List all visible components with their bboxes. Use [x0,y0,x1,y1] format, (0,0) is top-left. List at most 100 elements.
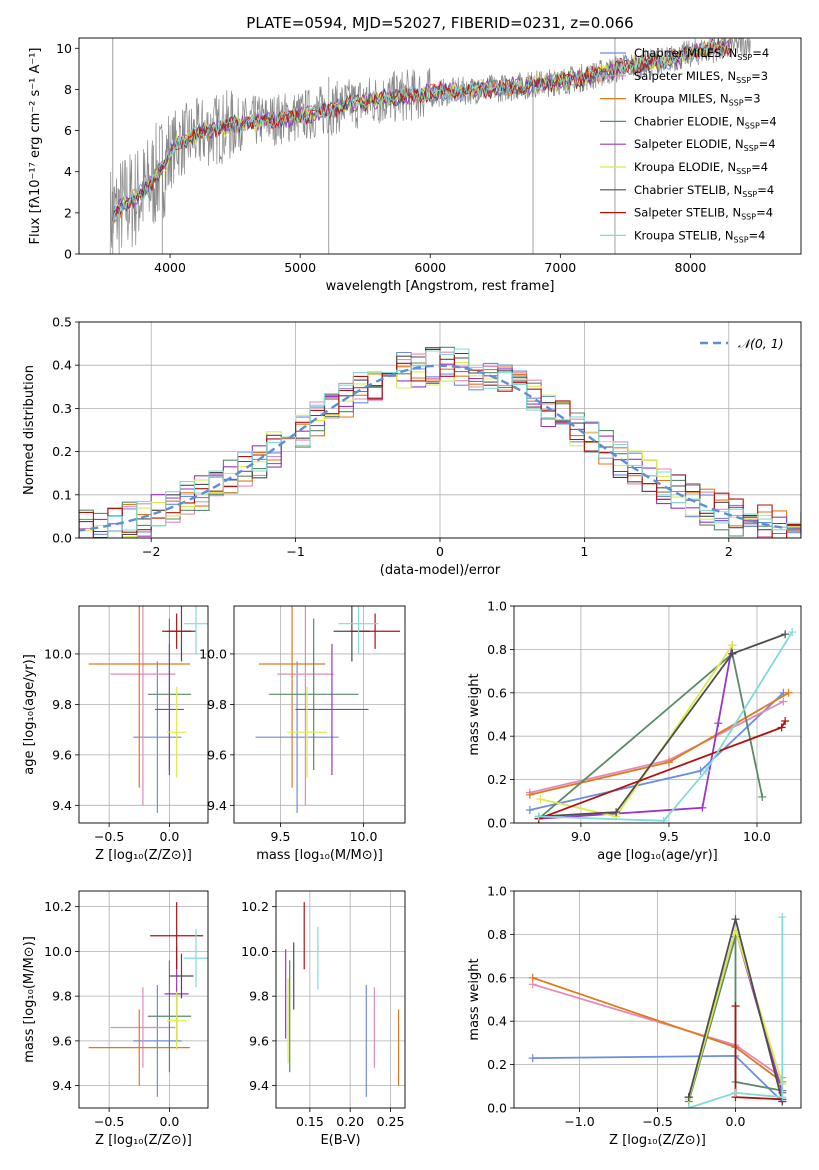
axes-age-vs-Z: −0.5 0.0 9.4 9.6 9.8 10.0 Z [log₁₀(Z/Z⊙)] age [… [22,605,209,863]
x-tick-label: 0.15 [296,1114,324,1129]
y-tick-label: 0.4 [487,729,507,744]
legend-n-sub: SSP [729,99,744,108]
y-tick-label: 6 [64,123,72,138]
y-tick-label: 9.4 [52,1078,72,1093]
axes-frame [78,605,209,824]
x-axis-label: mass [log₁₀(M/M⊙)] [256,848,383,863]
x-tick-label: 0.20 [336,1114,364,1129]
mass-weight-line [540,644,734,818]
axes-frame [513,605,802,824]
y-tick-label: 0.3 [52,401,72,416]
y-tick-label: 0.6 [487,970,507,985]
legend-n-sub: SSP [736,167,751,176]
y-tick-label: 1.0 [487,884,507,899]
axes-spectrum: 4000 5000 6000 7000 8000 0 2 4 6 8 10 wavelength [A… [28,37,802,294]
gauss-legend-label: 𝒩(0, 1) [738,336,784,351]
point-marker [731,915,740,924]
plot-area-residuals [79,346,801,538]
x-axis-label: (data-model)/error [380,563,501,578]
y-tick-label: 0.0 [52,531,72,546]
y-tick-label: 10.0 [44,944,72,959]
legend-n-eq: = [759,137,769,151]
legend-n-label: , N [728,137,744,151]
x-tick-label: 4000 [154,260,186,275]
y-tick-label: 10 [56,41,72,56]
x-tick-label: −0.5 [94,829,124,844]
legend-model-name: Chabrier ELODIE [634,114,729,128]
axes-frame [513,890,802,1109]
y-tick-label: 0.2 [487,772,507,787]
legend-n-sub: SSP [736,76,751,85]
y-tick-label: 2 [64,205,72,220]
x-tick-label: 10.0 [743,829,771,844]
axes-frame [275,890,406,1109]
legend-n-value: 4 [758,228,765,242]
legend-entry: Kroupa MILES, NSSP=3 [634,92,761,108]
legend-n-sub: SSP [745,121,760,130]
legend-n-label: , N [713,92,729,106]
axes-frame [233,605,406,824]
x-axis-label: Z [log₁₀(Z/Z⊙)] [95,1133,192,1148]
y-axis-label: mass weight [467,673,482,755]
point-marker [684,1093,693,1102]
y-tick-label: 9.6 [249,1033,269,1048]
x-tick-label: 0.25 [377,1114,405,1129]
point-marker [778,913,787,922]
legend-n-sub: SSP [742,190,757,199]
x-tick-label: 0 [436,544,444,559]
x-axis-label: age [log₁₀(age/yr)] [597,848,718,863]
axes-age-vs-mass: 9.5 10.0 9.4 9.6 9.8 10.0 mass [log₁₀(M/M⊙)] [199,605,406,863]
point-marker [684,1104,693,1108]
plot-area-age-vs-Z [88,606,208,813]
plot-area-mass-vs-Z [88,902,208,1097]
legend-n-sub: SSP [737,53,752,62]
axes-mass-vs-EBV: 0.15 0.20 0.25 9.4 9.6 9.8 10.0 10.2 E(B-V) [241,890,406,1148]
y-tick-label: 9.8 [207,697,227,712]
legend-entry: Chabrier MILES, NSSP=4 [634,46,769,62]
point-marker [698,803,707,812]
legend-entry: Salpeter MILES, NSSP=3 [634,69,768,85]
spectrum-model-line [112,38,730,225]
legend-entry: Kroupa ELODIE, NSSP=4 [634,160,768,176]
y-tick-label: 9.4 [52,798,72,813]
legend-model-name: Salpeter ELODIE [634,137,728,151]
x-tick-label: 0.0 [159,1114,179,1129]
y-tick-label: 0.8 [487,927,507,942]
legend-entry: Chabrier STELIB, NSSP=4 [634,183,774,199]
mass-weight-line [538,631,793,822]
legend-model-name: Kroupa STELIB [634,228,718,242]
plot-area-mass-vs-EBV [285,902,400,1097]
legend-entry: Salpeter ELODIE, NSSP=4 [634,137,776,153]
y-tick-label: 9.8 [52,989,72,1004]
legend-n-label: , N [729,114,745,128]
y-tick-label: 9.6 [207,747,227,762]
x-tick-label: 5000 [284,260,316,275]
y-tick-label: 10.2 [44,899,72,914]
x-tick-label: 8000 [675,260,707,275]
point-marker [714,719,723,728]
y-axis-label: mass weight [467,958,482,1040]
figure-title: PLATE=0594, MJD=52027, FIBERID=0231, z=0… [246,14,633,32]
point-marker [525,805,534,814]
y-tick-label: 8 [64,82,72,97]
y-tick-label: 9.6 [52,1033,72,1048]
legend-model-name: Salpeter STELIB [634,206,725,220]
x-tick-label: 9.5 [271,829,291,844]
legend-n-label: , N [720,69,736,83]
y-tick-label: 9.8 [52,697,72,712]
point-marker [777,723,786,732]
y-tick-label: 0.1 [52,487,72,502]
legend-n-value: 3 [761,69,768,83]
mass-weight-line [529,692,785,811]
point-marker [664,758,673,767]
plot-area-age-vs-mass [255,606,401,813]
point-marker [701,766,710,775]
point-marker [525,790,534,799]
y-tick-label: 0.6 [487,685,507,700]
x-tick-label: 2 [725,544,733,559]
legend-entry: Kroupa STELIB, NSSP=4 [634,228,766,244]
y-tick-label: 0.8 [487,642,507,657]
plot-area-spectrum [109,38,751,254]
legend-model-name: Chabrier STELIB [634,183,726,197]
